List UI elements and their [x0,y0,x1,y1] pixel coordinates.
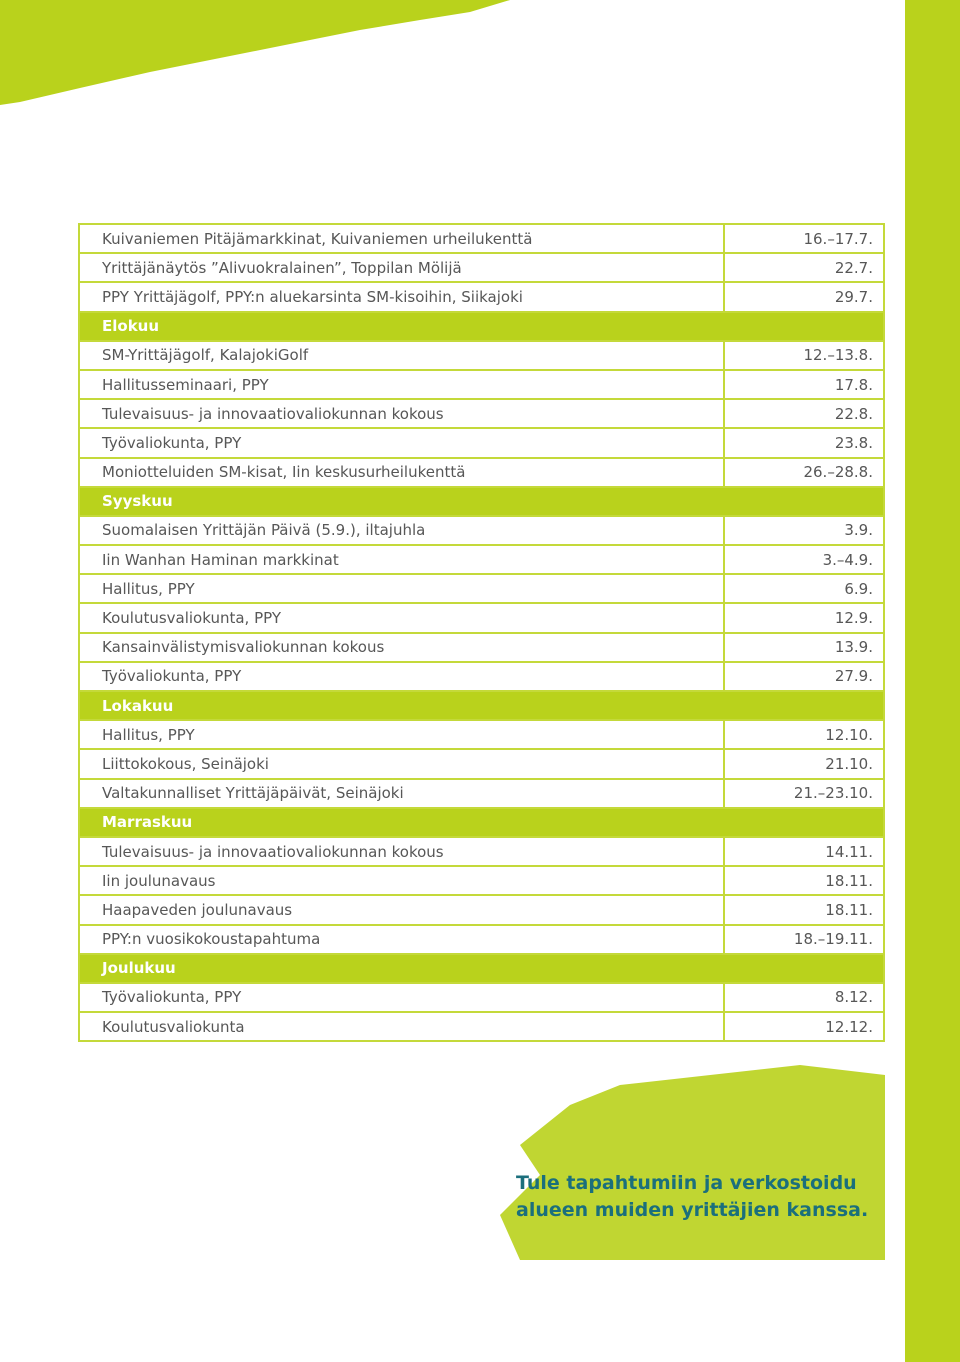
event-row: Iin Wanhan Haminan markkinat 3.–4.9. [80,546,883,576]
event-name: Iin joulunavaus [102,871,216,890]
event-date: 13.9. [723,633,883,661]
event-name: Suomalaisen Yrittäjän Päivä (5.9.), ilta… [102,521,426,540]
month-label: Lokakuu [102,696,174,715]
slogan-line: Tule tapahtumiin ja verkostoidu [516,1172,857,1194]
event-date: 12.12. [723,1013,883,1041]
green-brush [500,1065,885,1260]
event-row: Kuivaniemen Pitäjämarkkinat, Kuivaniemen… [80,225,883,255]
side-bar [905,0,960,1362]
event-name: Hallitus, PPY [102,579,195,598]
event-row: Suomalaisen Yrittäjän Päivä (5.9.), ilta… [80,516,883,547]
month-row: Lokakuu [80,692,883,722]
event-date: 16.–17.7. [723,225,883,253]
event-date: 27.9. [723,662,883,690]
event-date: 8.12. [723,983,883,1012]
event-date: 18.11. [723,896,883,924]
slogan-line: alueen muiden yrittäjien kanssa. [516,1199,869,1221]
brush-stroke [0,0,510,105]
month-row: Marraskuu [80,808,883,838]
event-row: PPY:n vuosikokoustapahtuma 18.–19.11. [80,925,883,955]
event-name: Iin Wanhan Haminan markkinat [102,550,339,569]
month-label: Marraskuu [102,813,193,832]
event-name: Haapaveden joulunavaus [102,900,293,919]
event-name: Tulevaisuus- ja innovaatiovaliokunnan ko… [102,842,444,861]
event-row: Työvaliokunta, PPY 23.8. [80,429,883,459]
event-date: 12.9. [723,604,883,632]
event-row: Kansainvälistymisvaliokunnan kokous 13.9. [80,633,883,663]
event-row: Työvaliokunta, PPY 27.9. [80,662,883,692]
event-date: 14.11. [723,837,883,866]
event-name: Työvaliokunta, PPY [102,667,242,686]
event-name: PPY Yrittäjägolf, PPY:n aluekarsinta SM-… [102,287,523,306]
event-name: PPY:n vuosikokoustapahtuma [102,930,321,949]
event-date: 18.11. [723,867,883,895]
event-row: Valtakunnalliset Yrittäjäpäivät, Seinäjo… [80,779,883,809]
event-name: Yrittäjänäytös ”Alivuokralainen”, Toppil… [102,258,462,277]
event-name: Valtakunnalliset Yrittäjäpäivät, Seinäjo… [102,784,404,803]
event-name: Koulutusvaliokunta [102,1017,245,1036]
event-name: Työvaliokunta, PPY [102,988,242,1007]
event-name: Työvaliokunta, PPY [102,433,242,452]
event-row: Iin joulunavaus 18.11. [80,867,883,897]
event-name: Liittokokous, Seinäjoki [102,754,269,773]
event-name: Koulutusvaliokunta, PPY [102,609,282,628]
event-row: Haapaveden joulunavaus 18.11. [80,896,883,926]
event-row: Hallitus, PPY 12.10. [80,721,883,751]
event-name: Hallitus, PPY [102,725,195,744]
event-row: Koulutusvaliokunta 12.12. [80,1013,883,1041]
event-row: SM-Yrittäjägolf, KalajokiGolf 12.–13.8. [80,341,883,371]
event-date: 22.8. [723,400,883,428]
event-date: 22.7. [723,254,883,282]
event-date: 26.–28.8. [723,458,883,486]
event-row: Koulutusvaliokunta, PPY 12.9. [80,604,883,634]
event-row: Moniotteluiden SM-kisat, Iin keskusurhei… [80,458,883,488]
event-row: Tulevaisuus- ja innovaatiovaliokunnan ko… [80,400,883,430]
event-date: 21.–23.10. [723,779,883,807]
event-row: Liittokokous, Seinäjoki 21.10. [80,750,883,780]
event-date: 29.7. [723,283,883,311]
month-row: Elokuu [80,312,883,342]
event-date: 23.8. [723,429,883,457]
event-name: Kuivaniemen Pitäjämarkkinat, Kuivaniemen… [102,229,533,248]
event-row: Hallitusseminaari, PPY 17.8. [80,370,883,401]
event-name: Hallitusseminaari, PPY [102,375,269,394]
slogan: Tule tapahtumiin ja verkostoidu alueen mu… [516,1170,868,1224]
event-row: Työvaliokunta, PPY 8.12. [80,983,883,1014]
event-date: 3.9. [723,516,883,545]
event-date: 6.9. [723,575,883,603]
event-date: 12.10. [723,721,883,749]
event-date: 12.–13.8. [723,341,883,369]
event-row: Yrittäjänäytös ”Alivuokralainen”, Toppil… [80,254,883,284]
event-name: Kansainvälistymisvaliokunnan kokous [102,638,385,657]
event-name: SM-Yrittäjägolf, KalajokiGolf [102,346,309,365]
event-row: PPY Yrittäjägolf, PPY:n aluekarsinta SM-… [80,283,883,313]
month-label: Elokuu [102,317,160,336]
event-date: 18.–19.11. [723,925,883,953]
event-name: Moniotteluiden SM-kisat, Iin keskusurhei… [102,463,466,482]
event-date: 21.10. [723,750,883,778]
month-label: Joulukuu [102,959,176,978]
month-label: Syyskuu [102,492,173,511]
event-row: Tulevaisuus- ja innovaatiovaliokunnan ko… [80,837,883,868]
event-date: 17.8. [723,370,883,399]
event-date: 3.–4.9. [723,546,883,574]
event-row: Hallitus, PPY 6.9. [80,575,883,605]
month-row: Syyskuu [80,487,883,517]
month-row: Joulukuu [80,954,883,984]
event-name: Tulevaisuus- ja innovaatiovaliokunnan ko… [102,404,444,423]
event-table: Kuivaniemen Pitäjämarkkinat, Kuivaniemen… [78,223,885,1043]
